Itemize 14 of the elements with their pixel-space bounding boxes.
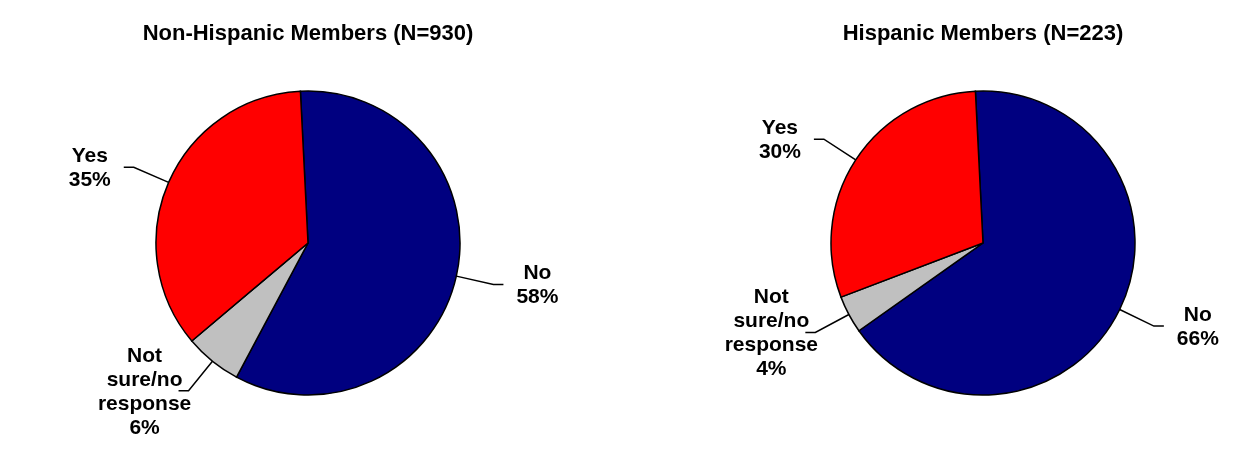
data-label: 6% [129, 414, 161, 438]
data-label: 58% [516, 284, 559, 308]
data-label: 35% [68, 167, 112, 191]
data-label: 30% [758, 139, 802, 163]
slice-label: No [523, 260, 552, 284]
chart-title: Non-Hispanic Members (N=930) [142, 20, 474, 45]
slice-label: No [1183, 302, 1212, 326]
slice-label: Yes [761, 115, 799, 139]
slice-label: Not sure/no response [97, 342, 192, 414]
chart-title: Hispanic Members (N=223) [842, 20, 1124, 45]
slice-label: Yes [71, 143, 108, 167]
slice-label: Not sure/no response [724, 284, 819, 356]
data-label: 4% [756, 356, 787, 380]
data-label: 66% [1176, 326, 1220, 350]
